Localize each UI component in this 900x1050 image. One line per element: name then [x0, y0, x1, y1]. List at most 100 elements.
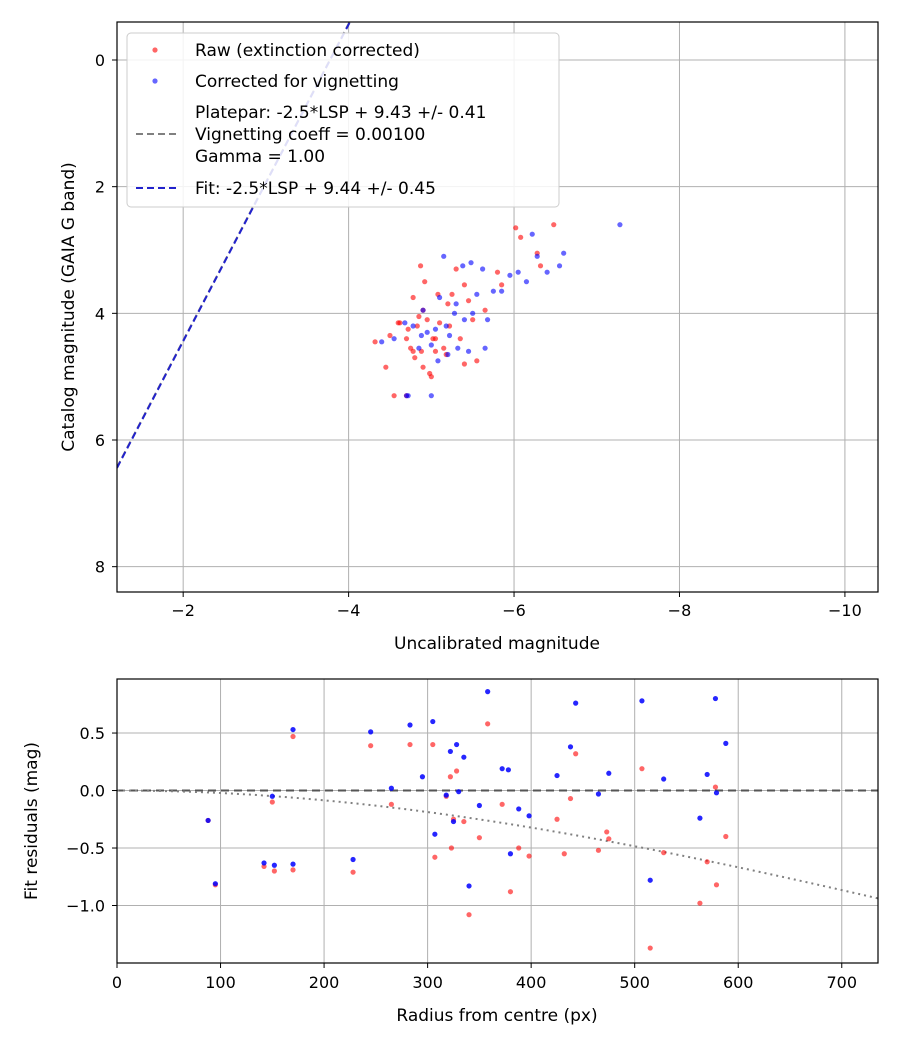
legend-corrected-marker: [152, 78, 158, 84]
legend-gamma-label: Gamma = 1.00: [195, 147, 325, 167]
residuals-plot-xtick-label: 600: [723, 973, 754, 992]
corrected-point: [480, 266, 486, 272]
legend-platepar-label: Platepar: -2.5*LSP + 9.43 +/- 0.41: [195, 103, 486, 123]
residuals-plot-ticks: 0 100 200 300 400 500 600 700 0.5 0.0 −0.5 −1.0: [66, 724, 857, 992]
corrected-residual-point: [290, 861, 296, 867]
raw-point: [470, 317, 476, 323]
residuals-plot-xtick-label: 200: [309, 973, 340, 992]
corrected-residual-point: [466, 883, 472, 889]
corrected-point: [529, 231, 535, 237]
corrected-point: [403, 393, 410, 399]
corrected-residual-point: [595, 791, 602, 797]
raw-point: [391, 393, 397, 399]
raw-residual-point: [290, 733, 296, 740]
corrected-point: [523, 279, 530, 285]
raw-residual-point: [604, 829, 610, 835]
corrected-point: [435, 358, 441, 364]
raw-residual-point: [269, 799, 275, 805]
corrected-residual-point: [450, 818, 457, 825]
legend-fit-label: Fit: -2.5*LSP + 9.44 +/- 0.45: [195, 179, 436, 199]
magnitude-plot-ylabel: Catalog magnitude (GAIA G band): [59, 162, 79, 452]
raw-residual-point: [697, 900, 703, 906]
raw-residual-point: [407, 741, 413, 748]
raw-residual-point: [430, 741, 436, 748]
raw-point: [537, 263, 544, 269]
corrected-residual-point: [476, 802, 482, 809]
raw-point: [428, 374, 434, 380]
corrected-residual-point: [661, 776, 667, 782]
raw-point: [387, 332, 393, 339]
legend-raw-label: Raw (extinction corrected): [195, 41, 420, 61]
raw-point: [432, 348, 439, 354]
residuals-plot-ytick-label: −1.0: [66, 897, 105, 916]
corrected-residual-point: [712, 695, 719, 702]
corrected-point: [499, 288, 505, 294]
raw-residual-point: [271, 868, 277, 874]
corrected-residual-point: [447, 748, 453, 755]
corrected-point: [446, 332, 453, 339]
raw-point: [383, 364, 389, 370]
magnitude-plot-ytick-label: 0: [95, 51, 105, 70]
corrected-residual-point: [507, 851, 514, 857]
raw-point: [551, 222, 557, 228]
raw-point: [416, 313, 422, 320]
magnitude-plot-ytick-label: 4: [95, 304, 105, 323]
raw-point: [414, 323, 420, 329]
raw-residual-point: [485, 721, 491, 727]
magnitude-plot-ytick-label: 6: [95, 431, 105, 450]
raw-residual-point: [466, 912, 472, 918]
corrected-point: [445, 351, 451, 358]
residuals-plot-frame: [116, 678, 879, 964]
raw-point: [441, 345, 447, 351]
raw-point: [474, 358, 480, 364]
raw-residual-point: [567, 795, 574, 802]
raw-point: [513, 225, 519, 231]
magnitude-plot-ticks: −2 −4 −6 −8 −10 0 2 4 6 8: [95, 51, 862, 620]
corrected-residual-point: [516, 806, 522, 812]
raw-point: [482, 307, 488, 313]
magnitude-plot-ytick-label: 8: [95, 558, 105, 577]
raw-residual-point: [499, 801, 505, 807]
raw-residual-point: [723, 833, 729, 840]
raw-point: [465, 298, 472, 304]
corrected-point: [441, 253, 447, 259]
residuals-plot-xtick-label: 500: [619, 973, 650, 992]
corrected-residual-point: [443, 792, 449, 798]
raw-residual-point: [526, 853, 532, 859]
residuals-plot-xtick-label: 0: [112, 973, 122, 992]
corrected-residual-point: [269, 793, 275, 799]
raw-residual-point: [507, 889, 514, 895]
raw-residual-point: [713, 882, 720, 888]
vignetting-model-curve: [117, 789, 878, 900]
corrected-residual-point: [419, 774, 426, 780]
corrected-residual-point: [505, 767, 511, 773]
corrected-residual-point: [567, 744, 574, 750]
magnitude-plot-xlabel: Uncalibrated magnitude: [394, 634, 600, 654]
corrected-point: [490, 288, 496, 294]
corrected-point: [470, 310, 476, 316]
corrected-point: [420, 307, 426, 313]
magnitude-plot-xtick-label: −8: [668, 601, 692, 620]
raw-point: [372, 339, 378, 345]
corrected-point: [432, 326, 439, 332]
corrected-point: [416, 345, 422, 351]
corrected-residual-point: [407, 722, 413, 728]
residuals-plot-xtick-label: 400: [516, 973, 547, 992]
corrected-residual-point: [723, 740, 729, 746]
corrected-point: [379, 339, 385, 345]
raw-residual-point: [595, 847, 602, 853]
raw-residual-point: [561, 851, 567, 857]
raw-point: [499, 282, 505, 288]
legend-vignetting-label: Vignetting coeff = 0.00100: [195, 125, 425, 145]
raw-residual-point: [661, 850, 667, 856]
raw-point: [494, 269, 501, 275]
corrected-residual-point: [368, 729, 374, 735]
raw-residual-point: [712, 784, 719, 790]
raw-residual-point: [554, 816, 560, 822]
corrected-residual-point: [290, 726, 296, 733]
magnitude-plot-frame: [116, 21, 879, 593]
raw-residual-point: [573, 751, 579, 757]
raw-point: [410, 294, 416, 301]
corrected-point: [402, 320, 408, 326]
